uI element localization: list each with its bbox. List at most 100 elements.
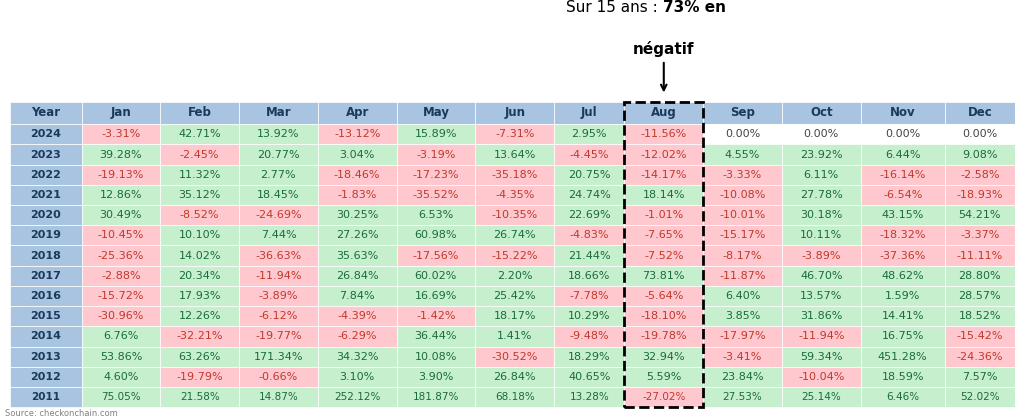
FancyBboxPatch shape [318,205,397,225]
FancyBboxPatch shape [10,165,81,185]
FancyBboxPatch shape [554,347,624,367]
Text: -11.94%: -11.94% [798,331,844,342]
Text: -19.79%: -19.79% [177,372,223,382]
FancyBboxPatch shape [475,144,554,165]
Text: 3.90%: 3.90% [418,372,454,382]
FancyBboxPatch shape [397,367,475,387]
Text: 73.81%: 73.81% [642,271,685,281]
Text: 2022: 2022 [30,170,61,180]
Text: 30.49%: 30.49% [99,210,142,220]
Text: 35.12%: 35.12% [179,190,221,200]
FancyBboxPatch shape [554,286,624,306]
Text: -4.39%: -4.39% [337,311,377,321]
Text: 2015: 2015 [30,311,61,321]
Text: 23.92%: 23.92% [800,150,842,160]
Text: -11.94%: -11.94% [255,271,301,281]
FancyBboxPatch shape [240,165,318,185]
Text: 18.66%: 18.66% [568,271,610,281]
Text: -5.64%: -5.64% [645,291,683,301]
Text: 16.75%: 16.75% [881,331,924,342]
Text: -6.12%: -6.12% [259,311,298,321]
Text: -24.36%: -24.36% [956,352,1003,362]
Text: -14.17%: -14.17% [640,170,687,180]
Text: 27.78%: 27.78% [800,190,842,200]
Text: 10.08%: 10.08% [415,352,457,362]
FancyBboxPatch shape [475,102,554,124]
Text: -3.33%: -3.33% [723,170,762,180]
FancyBboxPatch shape [160,144,240,165]
FancyBboxPatch shape [10,225,81,245]
Text: 0.00%: 0.00% [804,129,839,139]
Text: 43.15%: 43.15% [881,210,924,220]
FancyBboxPatch shape [861,326,945,347]
FancyBboxPatch shape [782,286,861,306]
FancyBboxPatch shape [782,225,861,245]
FancyBboxPatch shape [240,102,318,124]
FancyBboxPatch shape [10,102,81,124]
Text: -11.87%: -11.87% [720,271,765,281]
FancyBboxPatch shape [782,124,861,144]
FancyBboxPatch shape [945,387,1015,407]
Text: 18.59%: 18.59% [881,372,924,382]
Text: Nov: Nov [890,107,916,120]
FancyBboxPatch shape [475,124,554,144]
FancyBboxPatch shape [397,245,475,266]
FancyBboxPatch shape [10,124,81,144]
Text: 6.76%: 6.76% [104,331,139,342]
Text: -19.78%: -19.78% [640,331,687,342]
Text: 0.00%: 0.00% [962,129,998,139]
FancyBboxPatch shape [81,165,160,185]
Text: -15.22%: -15.22% [491,251,538,260]
FancyBboxPatch shape [397,306,475,326]
Text: -10.45%: -10.45% [97,230,144,240]
Text: -4.45%: -4.45% [569,150,609,160]
FancyBboxPatch shape [81,144,160,165]
FancyBboxPatch shape [624,144,703,165]
FancyBboxPatch shape [240,347,318,367]
Text: -3.89%: -3.89% [259,291,298,301]
FancyBboxPatch shape [160,185,240,205]
FancyBboxPatch shape [782,245,861,266]
FancyBboxPatch shape [861,205,945,225]
Text: -25.36%: -25.36% [97,251,144,260]
Text: Jul: Jul [581,107,598,120]
Text: 54.21%: 54.21% [958,210,1001,220]
FancyBboxPatch shape [624,102,703,124]
FancyBboxPatch shape [81,205,160,225]
Text: -35.52%: -35.52% [413,190,459,200]
Text: -2.45%: -2.45% [180,150,219,160]
FancyBboxPatch shape [397,347,475,367]
FancyBboxPatch shape [10,387,81,407]
Text: 25.42%: 25.42% [493,291,536,301]
Text: -8.17%: -8.17% [723,251,762,260]
FancyBboxPatch shape [160,225,240,245]
Text: -19.13%: -19.13% [97,170,144,180]
FancyBboxPatch shape [703,205,782,225]
FancyBboxPatch shape [240,124,318,144]
Text: -17.23%: -17.23% [413,170,459,180]
FancyBboxPatch shape [160,165,240,185]
FancyBboxPatch shape [703,144,782,165]
Text: 30.25%: 30.25% [336,210,379,220]
Text: 11.32%: 11.32% [179,170,221,180]
FancyBboxPatch shape [318,124,397,144]
FancyBboxPatch shape [240,205,318,225]
Text: 20.34%: 20.34% [179,271,221,281]
Text: Jun: Jun [504,107,525,120]
Text: -15.42%: -15.42% [956,331,1003,342]
Text: -18.10%: -18.10% [640,311,687,321]
FancyBboxPatch shape [318,387,397,407]
Text: 6.11%: 6.11% [804,170,839,180]
FancyBboxPatch shape [81,124,160,144]
Text: -17.56%: -17.56% [413,251,459,260]
FancyBboxPatch shape [10,266,81,286]
FancyBboxPatch shape [554,266,624,286]
Text: -11.56%: -11.56% [640,129,687,139]
FancyBboxPatch shape [554,124,624,144]
FancyBboxPatch shape [624,347,703,367]
FancyBboxPatch shape [703,165,782,185]
FancyBboxPatch shape [10,144,81,165]
Text: 2021: 2021 [30,190,61,200]
FancyBboxPatch shape [945,367,1015,387]
Text: -3.19%: -3.19% [416,150,456,160]
